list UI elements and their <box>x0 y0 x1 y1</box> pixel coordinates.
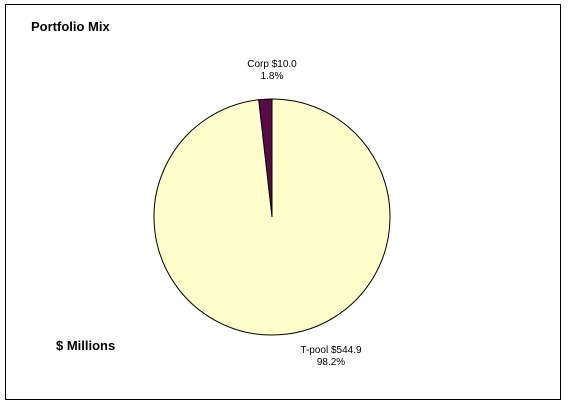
unit-label: $ Millions <box>56 338 116 353</box>
chart-title: Portfolio Mix <box>31 19 110 34</box>
tpool-label-line1: T-pool $544.9 <box>300 345 362 356</box>
tpool-percent: 98.2% <box>316 357 346 368</box>
corp-percent: 1.8% <box>260 71 284 82</box>
corp-label-line1: Corp $10.0 <box>247 59 297 70</box>
pie-slice-t-pool <box>153 98 391 336</box>
slice-label-tpool: T-pool $544.9 98.2% <box>300 345 361 369</box>
slice-label-corp: Corp $10.0 1.8% <box>247 59 297 83</box>
